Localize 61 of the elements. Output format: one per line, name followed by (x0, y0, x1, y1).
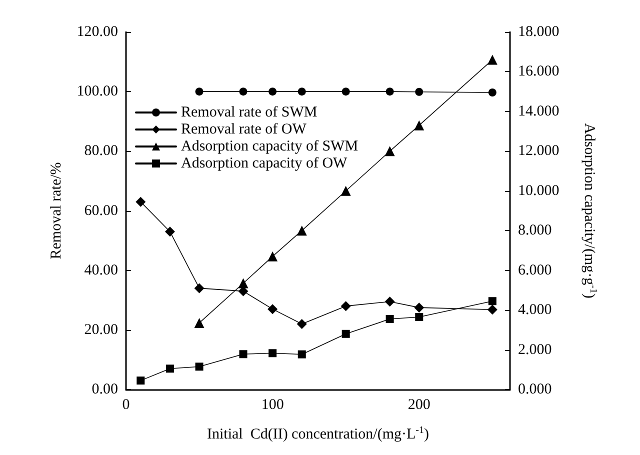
y-tick-label: 40.00 (84, 262, 118, 278)
point (414, 302, 424, 313)
point (342, 88, 350, 96)
point (195, 362, 204, 371)
point (384, 296, 395, 307)
legend-label: Adsorption capacity of SWM (181, 138, 358, 154)
y2-tick-label: 16.000 (518, 64, 560, 80)
point (384, 146, 395, 156)
y2-tick-label: 6.000 (518, 262, 552, 278)
point (268, 304, 278, 314)
y-tick-label: 100.00 (76, 84, 118, 100)
point (239, 350, 248, 358)
y2-tick-label: 2.000 (518, 342, 552, 358)
y-tick-label: 20.00 (84, 322, 118, 338)
point (340, 186, 351, 196)
point (296, 318, 307, 329)
y2-tick-label: 12.000 (518, 143, 560, 160)
x-tick-label: 100 (261, 397, 284, 413)
y-tick-label: 80.00 (84, 143, 118, 160)
y-axis-title: Removal rate/% (48, 162, 64, 260)
point (488, 297, 496, 306)
point (195, 88, 204, 96)
point (136, 376, 145, 385)
point (415, 88, 424, 96)
point (342, 330, 350, 338)
y2-tick-label: 14.000 (518, 103, 560, 120)
point (268, 88, 277, 96)
point (487, 54, 498, 65)
point (340, 301, 351, 312)
point (488, 88, 496, 96)
y2-tick-label: 18.000 (518, 24, 560, 40)
point (239, 88, 248, 96)
point (298, 88, 306, 96)
y2-tick-label: 0.000 (518, 382, 552, 398)
legend-label: Adsorption capacity of OW (181, 156, 348, 172)
point (164, 226, 175, 237)
y-tick-label: 120.00 (76, 24, 118, 40)
point (415, 313, 424, 322)
y2-tick-label: 8.000 (518, 222, 552, 239)
point (487, 304, 498, 315)
y-tick-label: 0.00 (92, 382, 118, 398)
point (194, 283, 204, 294)
point (296, 226, 307, 236)
y2-axis-title: Adsorption capacity/(mg·g-1) (581, 123, 598, 298)
point (386, 314, 394, 323)
point (238, 278, 248, 288)
point (166, 364, 174, 373)
point (136, 196, 146, 207)
point (268, 251, 278, 262)
x-tick-label: 200 (408, 397, 430, 413)
point (386, 88, 394, 96)
point (268, 349, 277, 358)
point (194, 318, 204, 328)
x-tick-label: 0 (122, 397, 130, 413)
y2-tick-label: 4.000 (518, 302, 552, 318)
point (298, 350, 306, 358)
legend-label: Removal rate of OW (181, 122, 308, 138)
point (414, 120, 424, 130)
legend-label: Removal rate of SWM (181, 104, 318, 120)
y2-tick-label: 10.000 (518, 182, 560, 199)
y-tick-label: 60.00 (84, 202, 118, 219)
